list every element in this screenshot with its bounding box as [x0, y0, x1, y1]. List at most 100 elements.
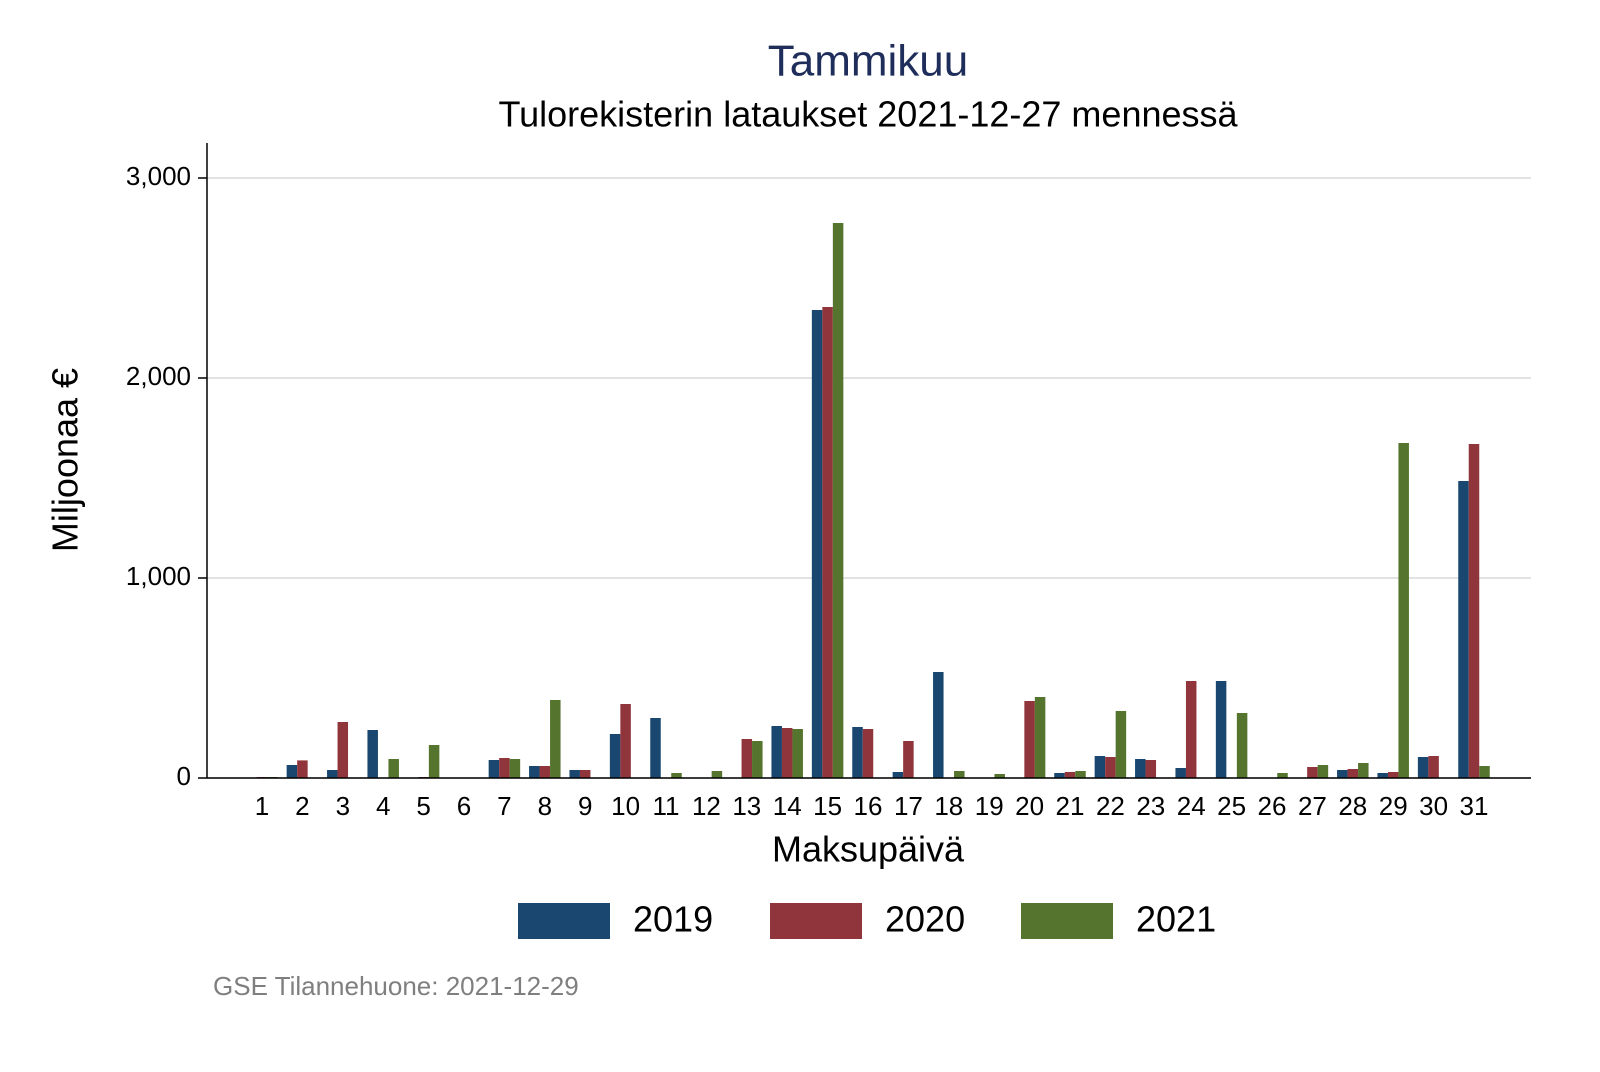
x-tick-label: 8 — [538, 791, 552, 821]
bar — [367, 730, 378, 778]
bar — [752, 741, 763, 778]
source-note: GSE Tilannehuone: 2021-12-29 — [213, 971, 579, 1001]
y-tick-label: 0 — [177, 761, 191, 791]
x-tick-label: 6 — [457, 791, 471, 821]
bar — [1095, 756, 1106, 778]
bar — [1135, 759, 1146, 778]
x-tick-label: 2 — [295, 791, 309, 821]
bar — [954, 771, 965, 778]
legend-label: 2019 — [633, 899, 713, 940]
bar — [569, 770, 580, 778]
bar — [782, 728, 793, 778]
x-tick-label: 7 — [497, 791, 511, 821]
x-tick-label: 1 — [255, 791, 269, 821]
x-tick-label: 11 — [653, 791, 680, 821]
x-tick-label: 16 — [854, 791, 883, 821]
x-tick-label: 12 — [692, 791, 721, 821]
bar — [1348, 769, 1359, 778]
x-tick-label: 9 — [578, 791, 592, 821]
y-tick-label: 2,000 — [126, 361, 191, 391]
bar — [742, 739, 753, 778]
x-tick-label: 28 — [1338, 791, 1367, 821]
bar — [489, 760, 500, 778]
bar — [903, 741, 914, 778]
bar — [499, 758, 510, 778]
bar — [1237, 713, 1248, 778]
bar — [650, 718, 661, 778]
x-tick-label: 22 — [1096, 791, 1125, 821]
bar — [933, 672, 944, 778]
x-tick-label: 26 — [1258, 791, 1287, 821]
bar — [1428, 756, 1439, 778]
y-tick-label: 3,000 — [126, 161, 191, 191]
bar — [297, 760, 308, 778]
bar — [540, 766, 551, 778]
bar — [1065, 772, 1076, 778]
bar — [1479, 766, 1490, 778]
bar — [1035, 697, 1046, 778]
bar — [1307, 767, 1318, 778]
bar — [1146, 760, 1157, 778]
bar — [327, 770, 338, 778]
x-tick-label: 3 — [336, 791, 350, 821]
bar — [1075, 771, 1086, 778]
y-axis-label: Miljoonaa € — [45, 368, 86, 552]
bar — [1186, 681, 1197, 778]
bar — [812, 310, 823, 778]
x-tick-label: 25 — [1217, 791, 1246, 821]
bar — [610, 734, 621, 778]
bar — [429, 745, 440, 778]
bar — [1337, 770, 1348, 778]
x-tick-label: 29 — [1379, 791, 1408, 821]
bar — [388, 759, 399, 778]
x-tick-label: 5 — [416, 791, 430, 821]
bar — [1105, 757, 1116, 778]
chart-title: Tammikuu — [768, 37, 969, 86]
bar — [1216, 681, 1227, 778]
x-tick-label: 18 — [934, 791, 963, 821]
bar — [822, 307, 833, 778]
bar — [620, 704, 631, 778]
bar — [1398, 443, 1409, 778]
bar — [771, 726, 782, 778]
x-tick-label: 10 — [611, 791, 640, 821]
x-axis-label: Maksupäivä — [772, 829, 965, 870]
x-tick-label: 4 — [376, 791, 390, 821]
bar — [1175, 768, 1186, 778]
legend-swatch — [1021, 903, 1113, 939]
x-tick-label: 23 — [1136, 791, 1165, 821]
bar — [510, 759, 521, 778]
bar — [550, 700, 561, 778]
bar — [580, 770, 591, 778]
x-tick-label: 30 — [1419, 791, 1448, 821]
legend-label: 2020 — [885, 899, 965, 940]
bar — [1388, 772, 1399, 778]
bar — [529, 766, 540, 778]
bar — [1024, 701, 1035, 778]
bar — [338, 722, 349, 778]
chart-subtitle: Tulorekisterin lataukset 2021-12-27 menn… — [498, 94, 1238, 135]
bar — [1458, 481, 1469, 778]
bar — [863, 729, 874, 778]
x-tick-label: 20 — [1015, 791, 1044, 821]
x-tick-label: 17 — [894, 791, 923, 821]
x-tick-label: 14 — [773, 791, 802, 821]
bar — [833, 223, 844, 778]
bar — [712, 771, 723, 778]
x-tick-label: 15 — [813, 791, 842, 821]
x-tick-label: 21 — [1056, 791, 1085, 821]
bar — [1469, 444, 1480, 778]
legend-swatch — [518, 903, 610, 939]
bar — [1418, 757, 1429, 778]
x-tick-label: 27 — [1298, 791, 1327, 821]
legend-swatch — [770, 903, 862, 939]
x-tick-label: 19 — [975, 791, 1004, 821]
bar — [852, 727, 863, 778]
x-tick-label: 13 — [732, 791, 761, 821]
bar — [792, 729, 803, 778]
x-tick-label: 31 — [1460, 791, 1489, 821]
bar — [1318, 765, 1329, 778]
x-tick-label: 24 — [1177, 791, 1206, 821]
bar — [1358, 763, 1369, 778]
